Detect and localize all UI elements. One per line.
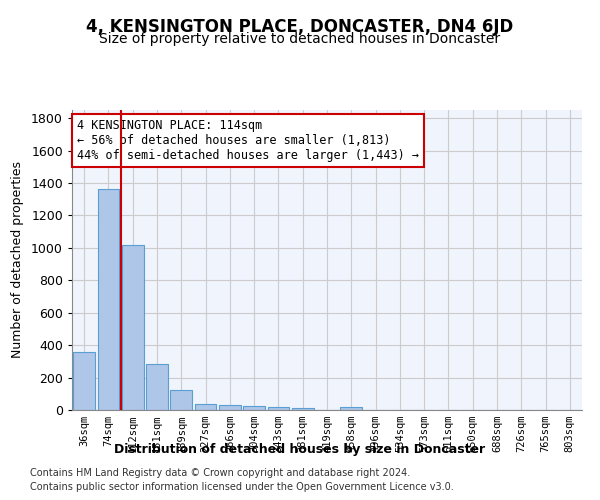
Text: 4, KENSINGTON PLACE, DONCASTER, DN4 6JD: 4, KENSINGTON PLACE, DONCASTER, DN4 6JD bbox=[86, 18, 514, 36]
Y-axis label: Number of detached properties: Number of detached properties bbox=[11, 162, 24, 358]
Bar bbox=[243, 406, 265, 410]
Bar bbox=[170, 390, 192, 410]
Text: Contains HM Land Registry data © Crown copyright and database right 2024.: Contains HM Land Registry data © Crown c… bbox=[30, 468, 410, 477]
Text: Contains public sector information licensed under the Open Government Licence v3: Contains public sector information licen… bbox=[30, 482, 454, 492]
Bar bbox=[268, 407, 289, 410]
Bar bbox=[340, 407, 362, 410]
Text: Size of property relative to detached houses in Doncaster: Size of property relative to detached ho… bbox=[100, 32, 500, 46]
Bar bbox=[97, 188, 119, 410]
Text: Distribution of detached houses by size in Doncaster: Distribution of detached houses by size … bbox=[115, 444, 485, 456]
Bar bbox=[219, 405, 241, 410]
Text: 4 KENSINGTON PLACE: 114sqm
← 56% of detached houses are smaller (1,813)
44% of s: 4 KENSINGTON PLACE: 114sqm ← 56% of deta… bbox=[77, 119, 419, 162]
Bar bbox=[292, 408, 314, 410]
Bar bbox=[122, 244, 143, 410]
Bar bbox=[73, 352, 95, 410]
Bar bbox=[146, 364, 168, 410]
Bar bbox=[194, 404, 217, 410]
